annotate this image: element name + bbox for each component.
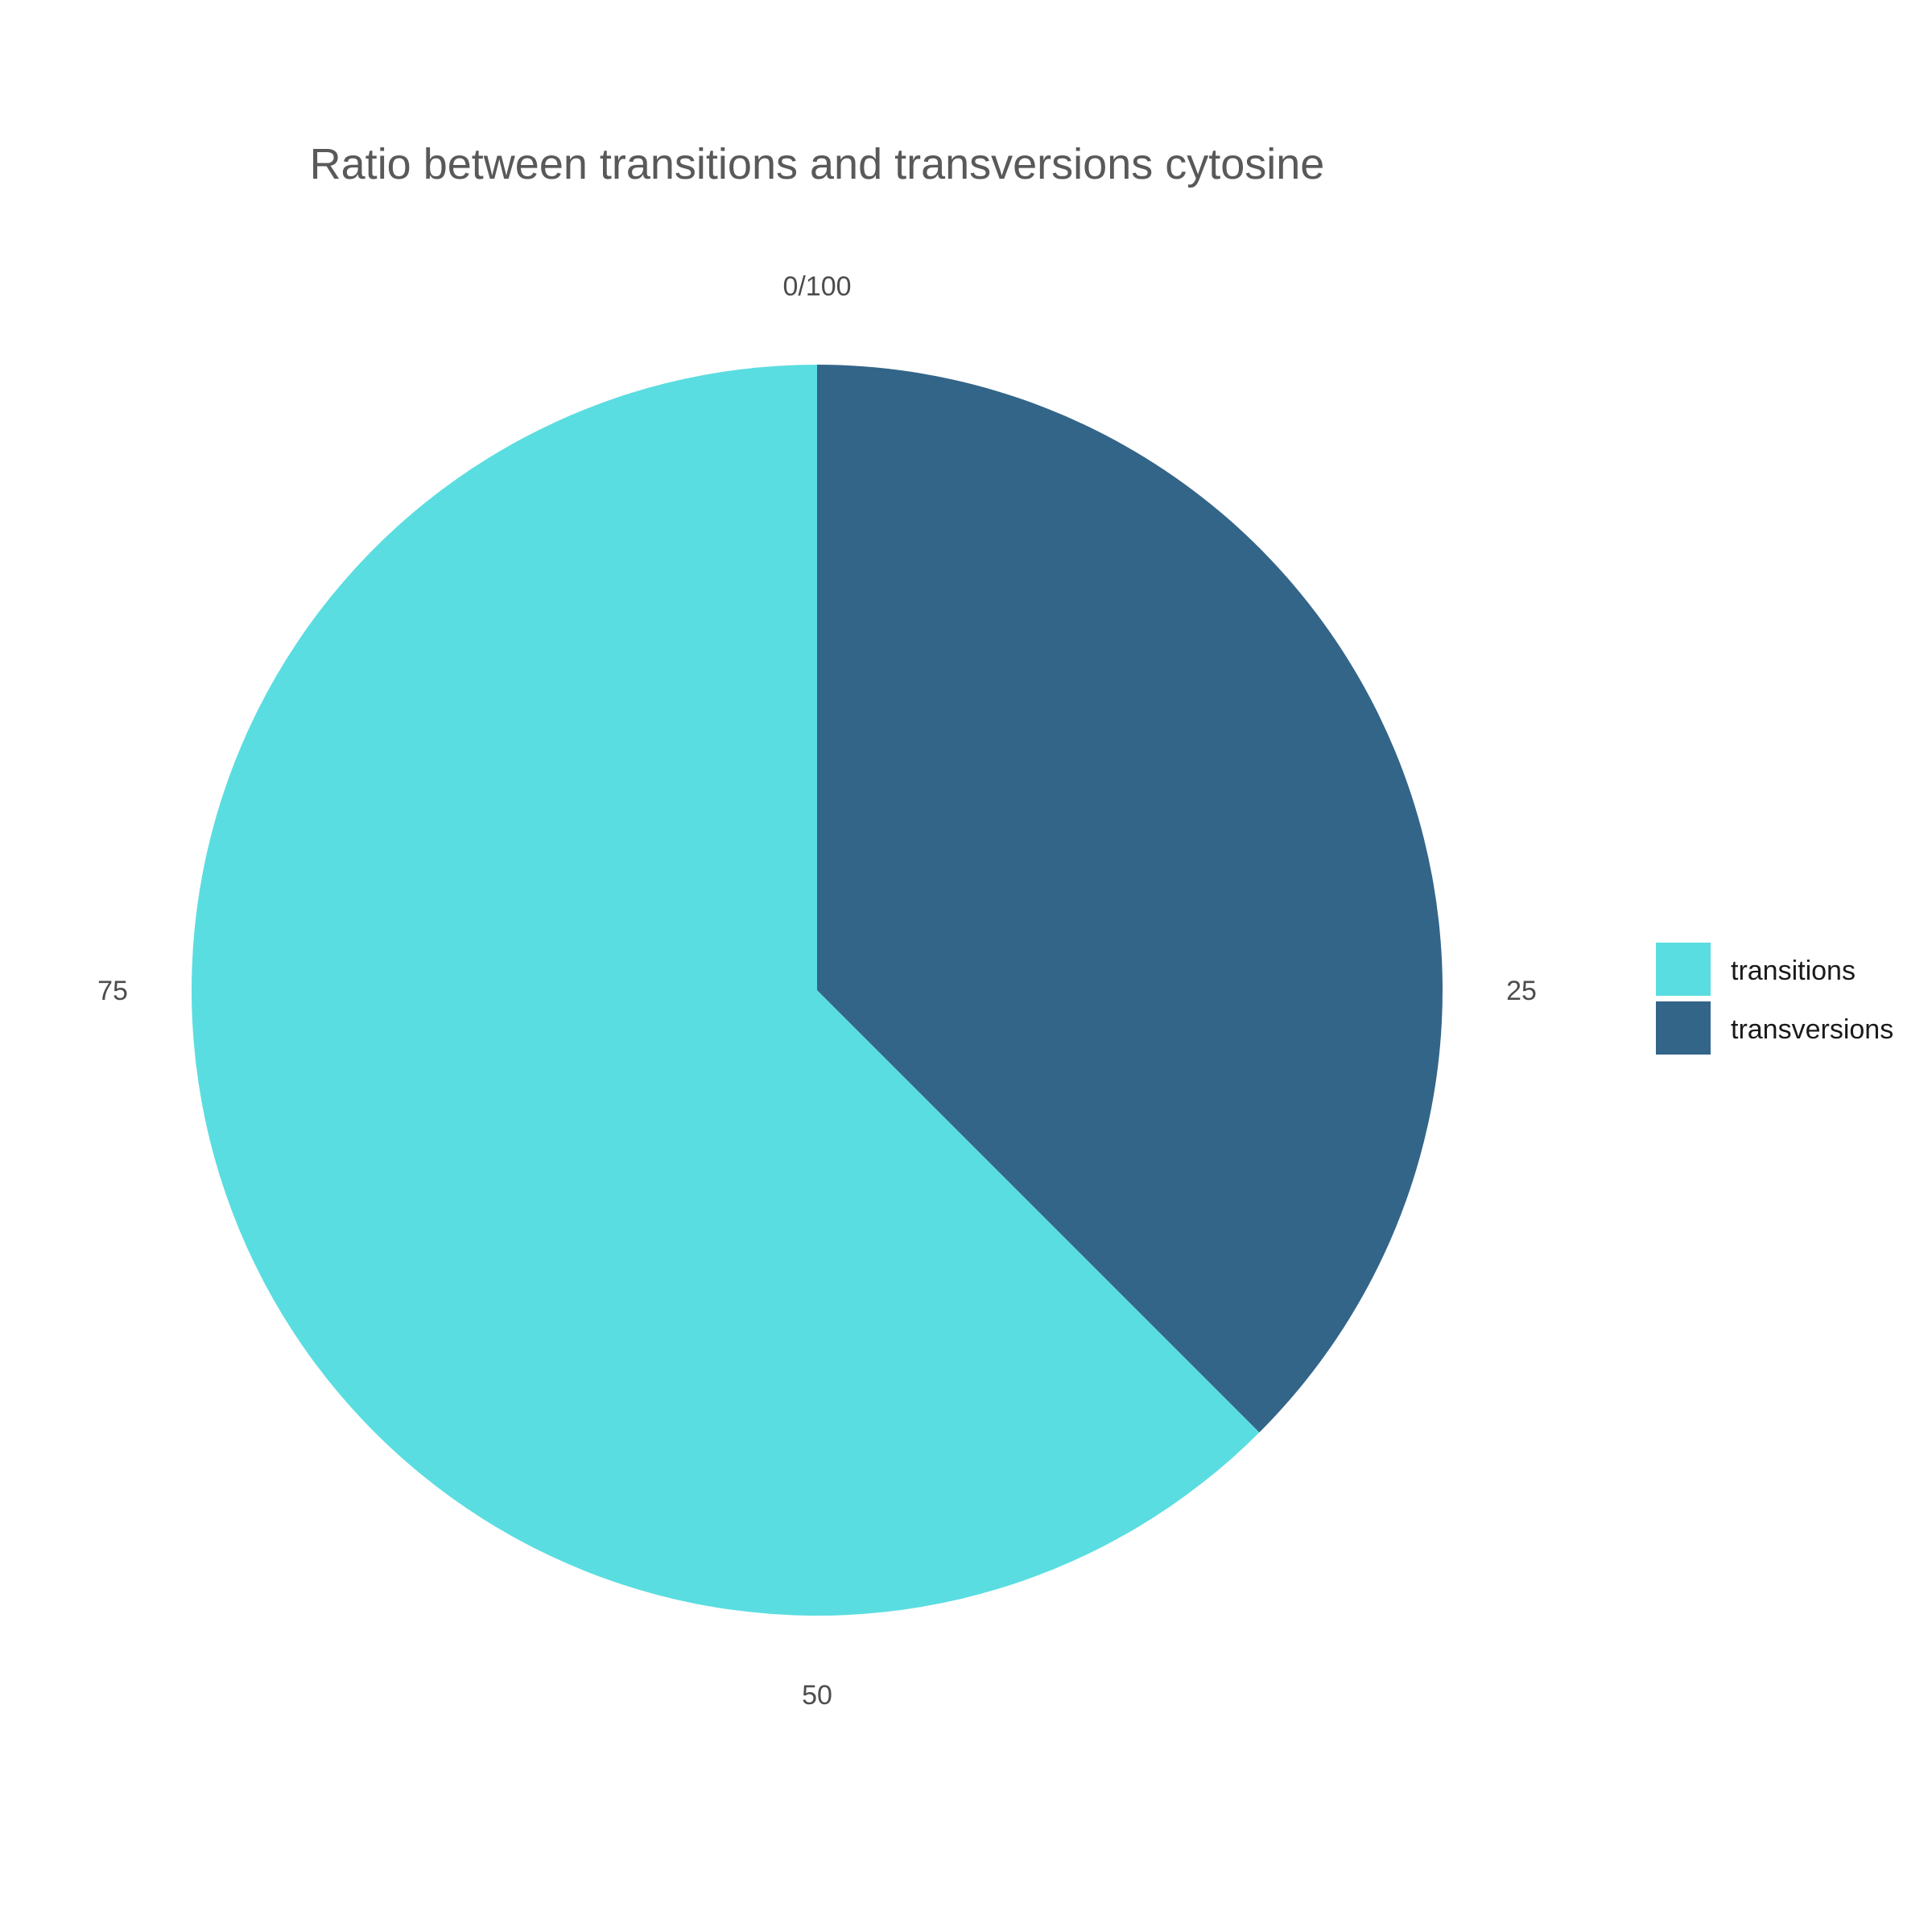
- legend-label-transversions: transversions: [1731, 1014, 1893, 1045]
- pie-slices: [192, 365, 1443, 1616]
- tick-label-25: 25: [1506, 976, 1537, 1006]
- legend: transitions transversions: [1656, 943, 1893, 1055]
- pie-slice-transitions: [192, 365, 1260, 1616]
- legend-swatch-transitions: [1656, 943, 1711, 996]
- tick-label-50: 50: [802, 1680, 832, 1711]
- legend-label-transitions: transitions: [1731, 956, 1856, 986]
- pie-slice-transversions: [817, 365, 1443, 1433]
- pie-tick-labels: 0/100 25 50 75: [97, 271, 1537, 1711]
- legend-swatch-transversions: [1656, 1001, 1711, 1055]
- chart-title: Ratio between transitions and transversi…: [310, 140, 1325, 188]
- tick-label-75: 75: [97, 976, 128, 1006]
- tick-label-0: 0/100: [782, 271, 851, 302]
